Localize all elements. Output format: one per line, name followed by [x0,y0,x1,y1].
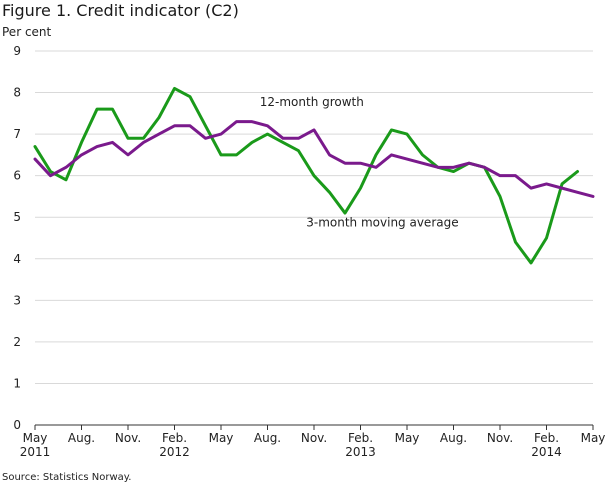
x-tick-label: Nov. [301,431,327,445]
y-tick-label: 8 [13,86,21,100]
x-tick-label: Feb. [348,431,373,445]
y-tick-label: 7 [13,127,21,141]
y-tick-label: 4 [13,252,21,266]
x-tick-label: Aug. [68,431,95,445]
x-tick-year-label: 2011 [20,445,51,459]
x-tick-label: Nov. [487,431,513,445]
y-tick-label: 9 [13,44,21,58]
series-lines [33,86,595,265]
x-tick-label: May [209,431,234,445]
x-tick-label: Feb. [534,431,559,445]
x-tick-label: May [23,431,48,445]
x-tick-label: Feb. [162,431,187,445]
y-tick-label: 2 [13,335,21,349]
annotation-label: 3-month moving average [306,215,458,229]
y-tick-label: 0 [13,418,21,432]
x-tick-label: May [395,431,420,445]
x-tick-label: Nov. [115,431,141,445]
y-tick-label: 3 [13,293,21,307]
x-tick-label: Aug. [254,431,281,445]
chart-title: Figure 1. Credit indicator (C2) [2,1,239,20]
y-tick-label: 5 [13,210,21,224]
y-tick-label: 6 [13,169,21,183]
series-line-12-month-growth [33,120,595,198]
series-line-3-month-moving-average [33,86,579,265]
series-annotations: 12-month growth 3-month moving average [260,95,459,230]
x-tick-label: May [581,431,606,445]
x-tick-year-label: 2014 [531,445,562,459]
y-axis-ticks: 0 1 2 3 4 5 6 7 8 9 [13,44,21,432]
source-note: Source: Statistics Norway. [2,472,132,483]
annotation-label: 12-month growth [260,95,364,109]
x-tick-year-label: 2013 [345,445,376,459]
y-tick-label: 1 [13,376,21,390]
y-axis-unit-label: Per cent [2,25,52,39]
x-tick-year-label: 2012 [159,445,190,459]
x-tick-label: Aug. [440,431,467,445]
